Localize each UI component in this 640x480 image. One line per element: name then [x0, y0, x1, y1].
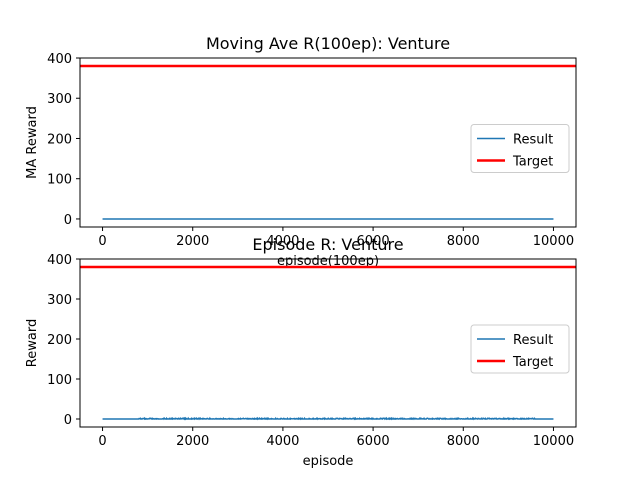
x-tick-label: 8000	[447, 434, 480, 449]
chart-title: Episode R: Venture	[252, 235, 403, 254]
legend: Result Target	[470, 324, 570, 374]
chart-title: Moving Ave R(100ep): Venture	[206, 34, 450, 53]
x-tick-label: 10000	[533, 434, 574, 449]
x-axis-label: episode(100ep)	[277, 254, 379, 269]
y-tick-label: 100	[47, 173, 72, 188]
y-axis-label: Reward	[25, 319, 40, 367]
x-tick-label: 2000	[176, 434, 209, 449]
legend-label-result: Result	[513, 333, 553, 348]
axes-frame	[79, 258, 577, 428]
legend-label-target: Target	[512, 355, 553, 370]
series-line-result	[102, 416, 554, 421]
y-tick-label: 300	[47, 92, 72, 107]
y-tick-label: 300	[47, 293, 72, 308]
x-tick-label: 4000	[266, 434, 299, 449]
legend-label-result: Result	[513, 133, 553, 148]
y-tick-label: 400	[47, 52, 72, 67]
x-axis-label: episode	[303, 454, 354, 469]
x-tick-label: 4000	[266, 234, 299, 249]
y-tick-label: 100	[47, 373, 72, 388]
y-tick-label: 400	[47, 253, 72, 268]
x-tick-label: 0	[98, 434, 106, 449]
y-tick-label: 0	[64, 213, 72, 228]
x-tick-label: 2000	[176, 234, 209, 249]
legend: Result Target	[470, 124, 570, 173]
x-tick-label: 8000	[447, 234, 480, 249]
axes-frame	[79, 57, 577, 228]
y-axis-label: MA Reward	[25, 106, 40, 179]
x-tick-label: 6000	[357, 234, 390, 249]
y-tick-label: 200	[47, 132, 72, 147]
x-tick-label: 0	[98, 234, 106, 249]
x-tick-label: 10000	[533, 234, 574, 249]
y-tick-label: 200	[47, 333, 72, 348]
legend-label-target: Target	[512, 155, 553, 170]
y-tick-label: 0	[64, 413, 72, 428]
x-tick-label: 6000	[357, 434, 390, 449]
